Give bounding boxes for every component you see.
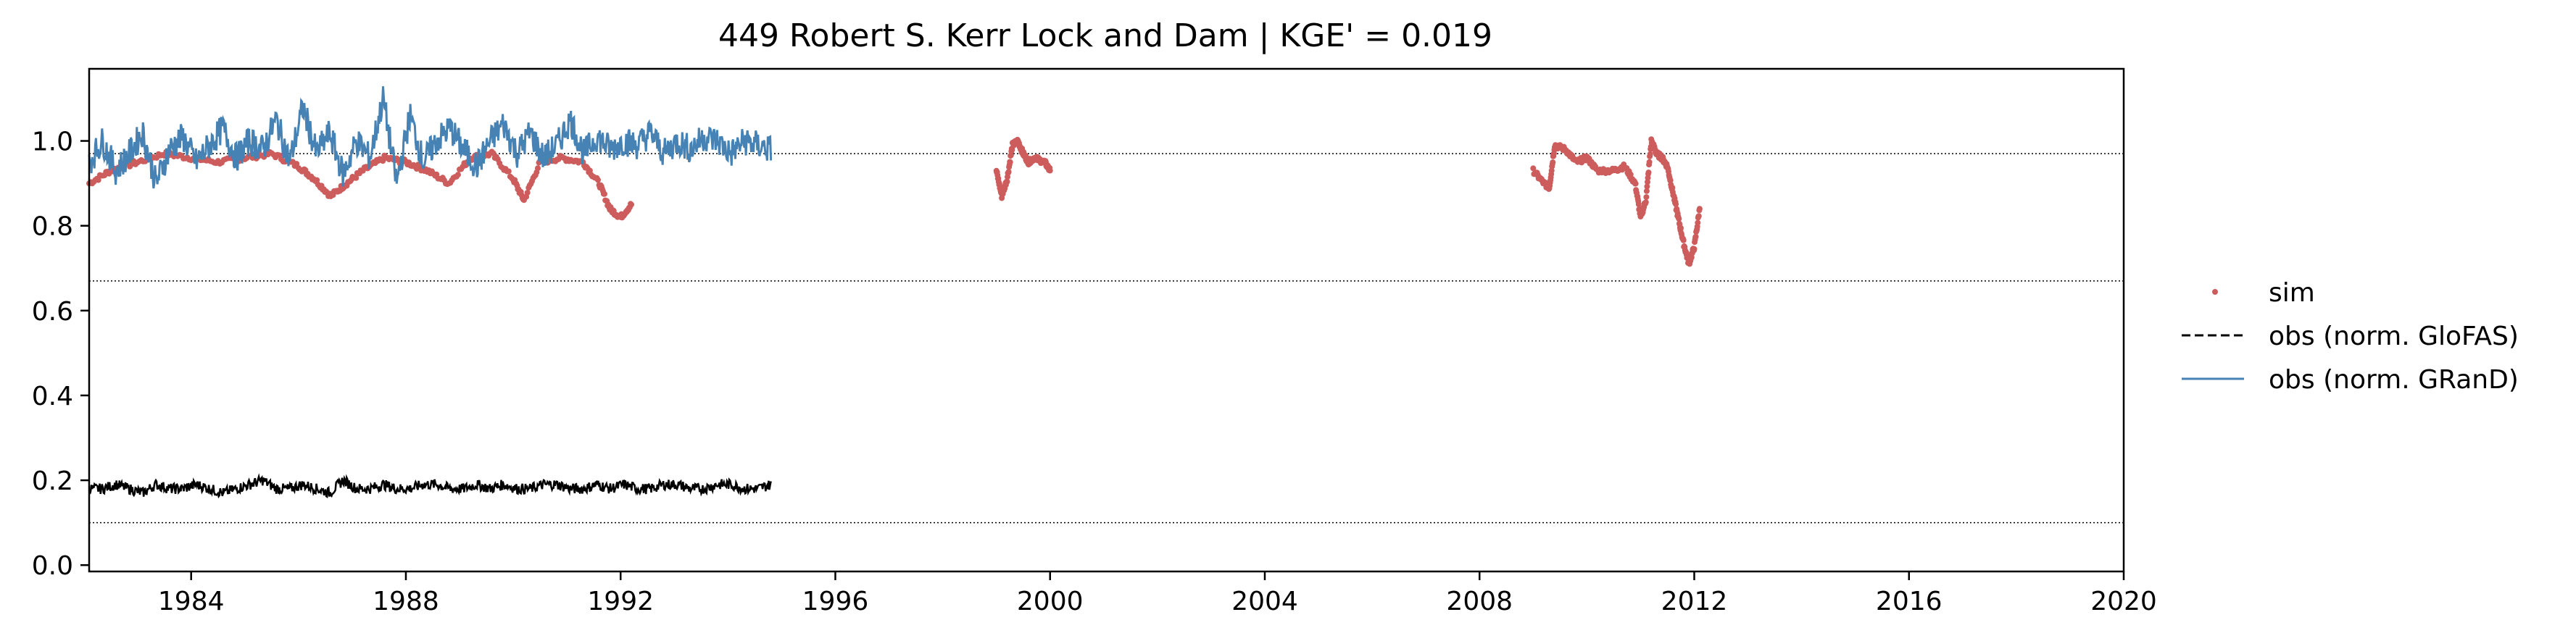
sim-point [454, 172, 461, 178]
sim-point [1695, 213, 1702, 219]
sim-point [535, 165, 541, 172]
sim-point [1647, 151, 1653, 157]
sim-point [1680, 237, 1687, 243]
sim-point [602, 190, 607, 197]
sim-point [1643, 194, 1650, 201]
sim-point [1642, 199, 1649, 206]
y-tick-label: 0.0 [32, 551, 73, 581]
y-tick-label: 0.4 [32, 382, 73, 411]
sim-point [1635, 201, 1642, 207]
legend-marker-sim [2212, 289, 2218, 295]
sim-point [1646, 159, 1653, 165]
x-tick-label: 2012 [1661, 587, 1728, 616]
sim-point [1676, 216, 1682, 222]
x-axis: 1984 1988 1992 1996 2000 2004 2008 2012 2016 2020 [158, 571, 2157, 616]
sim-point [1669, 185, 1676, 191]
y-tick-label: 0.8 [32, 212, 73, 242]
plot-frame [88, 67, 2125, 573]
y-tick-label: 0.6 [32, 297, 73, 327]
sim-point [1627, 171, 1634, 177]
sim-point [1645, 169, 1652, 176]
sim-point [1678, 225, 1684, 231]
sim-segment [993, 136, 1053, 201]
x-tick-label: 2004 [1231, 587, 1298, 616]
sim-point [1691, 246, 1698, 252]
legend-label: obs (norm. GRanD) [2269, 365, 2519, 395]
sim-point [1688, 254, 1695, 261]
series-layer [86, 86, 1703, 499]
sim-point [595, 177, 601, 183]
sim-point [505, 168, 512, 175]
sim-point [1004, 178, 1010, 185]
sim-point [1550, 159, 1556, 166]
legend-label: obs (norm. GloFAS) [2269, 322, 2519, 351]
sim-point [1673, 201, 1679, 207]
sim-point [1667, 177, 1674, 183]
sim-point [1695, 219, 1701, 226]
sim-point [1007, 159, 1013, 165]
reference-lines [89, 153, 2124, 524]
y-axis: 0.0 0.2 0.4 0.6 0.8 1.0 [32, 127, 89, 581]
sim-point [628, 201, 635, 208]
sim-point [524, 190, 531, 196]
sim-point [95, 177, 101, 183]
x-tick-label: 1996 [802, 587, 869, 616]
sim-segment [1530, 136, 1703, 267]
sim-point [1643, 188, 1650, 194]
legend-label: sim [2269, 278, 2315, 308]
grand-line [88, 86, 773, 189]
y-tick-label: 1.0 [32, 127, 73, 157]
sim-point [996, 180, 1002, 187]
sim-point [1632, 180, 1639, 187]
x-tick-label: 1988 [373, 587, 439, 616]
glofas-line [88, 473, 772, 499]
y-tick-label: 0.2 [32, 466, 73, 496]
sim-point [1005, 169, 1012, 175]
x-tick-label: 2020 [2090, 587, 2157, 616]
sim-point [1692, 233, 1699, 240]
chart-title: 449 Robert S. Kerr Lock and Dam | KGE' =… [718, 17, 1492, 54]
sim-point [1047, 167, 1053, 174]
x-tick-label: 2016 [1876, 587, 1943, 616]
sim-point [1644, 183, 1650, 190]
x-tick-label: 1984 [158, 587, 225, 616]
sim-point [353, 175, 360, 181]
legend: sim obs (norm. GloFAS) obs (norm. GRanD) [2182, 278, 2519, 395]
x-tick-label: 2008 [1446, 587, 1513, 616]
sim-point [314, 177, 320, 183]
x-tick-label: 1992 [587, 587, 654, 616]
sim-point [1530, 165, 1537, 172]
sim-point [1696, 206, 1703, 212]
x-tick-label: 2000 [1017, 587, 1084, 616]
